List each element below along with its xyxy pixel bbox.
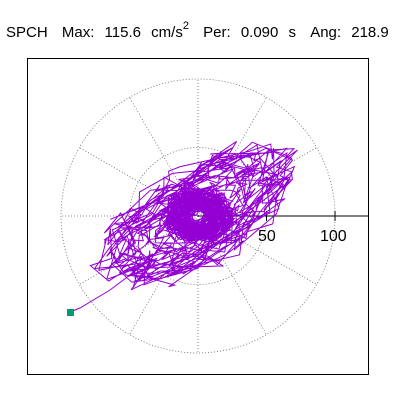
period-label: Per: [203, 24, 231, 41]
max-unit: cm/s2 [151, 18, 189, 43]
grid-spoke-330 [197, 215, 317, 285]
particle-motion-trace [69, 140, 298, 313]
grid-spoke-120 [129, 97, 199, 217]
station-code: SPCH [6, 24, 48, 41]
plot-frame [27, 58, 369, 375]
grid-spoke-30 [197, 147, 317, 217]
period-value: 0.090 [240, 24, 279, 41]
radial-tick-50: 50 [258, 228, 276, 245]
angle-label: Ang: [310, 24, 342, 41]
max-unit-base: cm/s [151, 24, 183, 41]
radial-tick-100: 100 [320, 228, 347, 245]
header-readout: SPCH Max: 115.6 cm/s2 Per: 0.090 s Ang: … [6, 18, 389, 43]
max-label: Max: [61, 24, 95, 41]
max-value: 115.6 [104, 24, 141, 41]
grid-spoke-60 [197, 97, 267, 217]
period-unit: s [288, 24, 297, 41]
max-unit-exponent: 2 [182, 20, 189, 32]
grid-spoke-150 [79, 147, 199, 217]
angle-value: 218.9 [351, 24, 389, 41]
grid-spoke-240 [129, 215, 199, 335]
grid-spoke-300 [197, 215, 267, 335]
trace-end-marker [67, 309, 74, 316]
